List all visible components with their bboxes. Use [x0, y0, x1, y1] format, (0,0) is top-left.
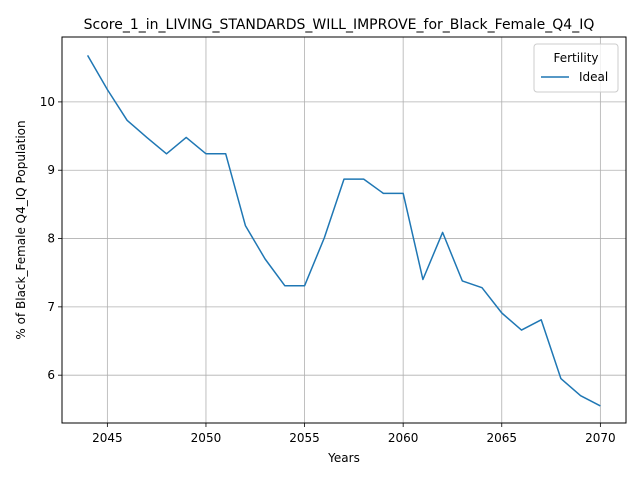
y-tick-label: 8 [47, 232, 55, 246]
x-tick-label: 2050 [191, 431, 222, 445]
legend-title: Fertility [553, 51, 598, 65]
x-tick-label: 2055 [289, 431, 320, 445]
legend-box [533, 43, 619, 93]
plot-frame [61, 36, 627, 424]
y-axis-label: % of Black_Female Q4_IQ Population [14, 120, 28, 339]
y-tick-label: 7 [47, 300, 55, 314]
ticks-layer: 2045 2050 2055 2060 2065 2070 6 7 8 9 10 [40, 95, 616, 445]
chart-title: Score_1_in_LIVING_STANDARDS_WILL_IMPROVE… [84, 17, 595, 33]
series-line-ideal [86, 55, 601, 407]
x-tick-label: 2065 [486, 431, 517, 445]
x-tick-label: 2045 [92, 431, 123, 445]
grid [62, 37, 626, 423]
y-tick-label: 6 [47, 368, 55, 382]
y-tick-label: 9 [47, 163, 55, 177]
x-tick-label: 2070 [585, 431, 616, 445]
series-layer [86, 55, 601, 407]
x-axis-label: Years [327, 451, 360, 465]
x-tick-label: 2060 [388, 431, 419, 445]
legend-entry-ideal: Ideal [579, 70, 608, 84]
y-tick-label: 10 [40, 95, 55, 109]
legend: Fertility Ideal [533, 43, 619, 93]
plot-area [62, 37, 626, 423]
